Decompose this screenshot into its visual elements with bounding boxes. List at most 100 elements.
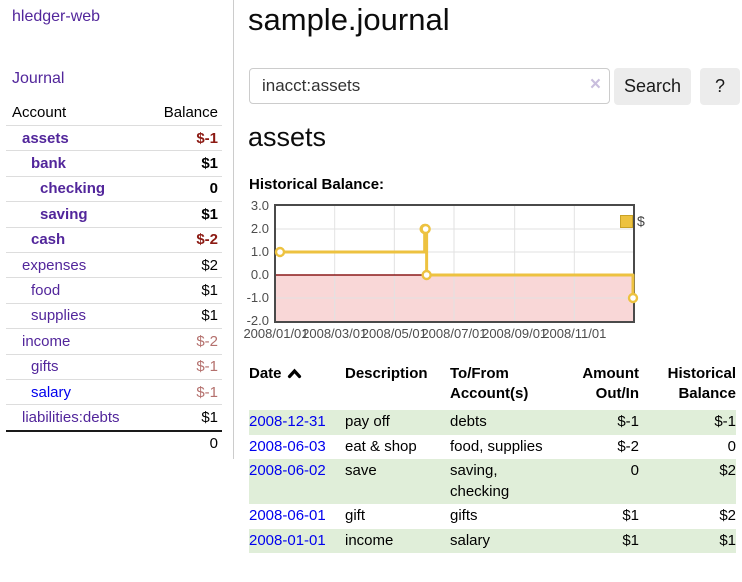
transaction-date-link[interactable]: 2008-01-01: [249, 531, 326, 549]
search-input[interactable]: [249, 68, 610, 104]
legend-label: $: [637, 213, 645, 229]
account-link[interactable]: income: [22, 332, 71, 350]
y-tick-label: -1.0: [246, 290, 269, 305]
column-header-date[interactable]: Date: [249, 364, 345, 410]
chart-legend: $: [620, 213, 645, 229]
y-tick-label: 3.0: [250, 198, 269, 213]
search-form: ×: [249, 68, 610, 104]
column-header-to/from-account(s): To/From Account(s): [450, 365, 529, 402]
account-link[interactable]: liabilities:debts: [22, 408, 120, 426]
account-balance: $1: [201, 408, 218, 426]
transaction-date-link[interactable]: 2008-06-03: [249, 437, 326, 455]
account-balance: $2: [201, 256, 218, 274]
register-table: Date Description To/From Account(s) Amount Ou…: [249, 364, 736, 553]
account-link[interactable]: food: [31, 282, 61, 300]
transaction-date-cell: 2008-06-03: [249, 435, 345, 460]
account-row: cash $-2: [6, 228, 222, 253]
transaction-description-cell: income: [345, 528, 450, 553]
transaction-amount-cell: 0: [550, 459, 639, 504]
account-balance: 0: [209, 180, 218, 198]
transaction-row: 2008-06-03 eat & shop food, supplies $-2 0: [249, 435, 736, 460]
transaction-balance-cell: 0: [727, 437, 736, 455]
account-link[interactable]: gifts: [31, 358, 59, 376]
account-balance: $-2: [196, 231, 218, 249]
balance-column-header: Balance: [163, 103, 218, 121]
transaction-date-cell: 2008-06-02: [249, 459, 345, 504]
transaction-accounts-cell: gifts: [450, 507, 478, 524]
sidebar-divider: [233, 0, 234, 459]
x-tick-label: 2008/05/01: [361, 326, 427, 341]
data-point: [627, 292, 639, 304]
account-link[interactable]: expenses: [22, 256, 87, 274]
transaction-row: 2008-06-02 save saving, checking 0 $2: [249, 459, 736, 504]
transaction-accounts-cell: salary: [450, 528, 550, 553]
account-row: expenses $2: [6, 253, 222, 279]
page-title: sample.journal: [248, 2, 450, 37]
transaction-balance-cell: $2: [639, 459, 736, 504]
data-point: [421, 269, 432, 281]
account-link[interactable]: checking: [40, 180, 106, 198]
search-help-button[interactable]: ?: [700, 68, 740, 105]
x-tick-label: 2008/03/01: [302, 326, 368, 341]
transaction-description-cell: gift: [345, 507, 366, 524]
total-balance: 0: [209, 435, 218, 453]
account-heading: assets: [248, 122, 327, 152]
total-balance-row: 0: [6, 432, 222, 456]
account-link[interactable]: salary: [31, 383, 72, 401]
account-row: supplies $1: [6, 304, 222, 330]
x-tick-label: 2008/11/01: [542, 326, 607, 341]
sort-ascending-icon: [287, 368, 301, 379]
y-tick-label: -2.0: [246, 313, 269, 328]
account-balance: $1: [201, 155, 218, 173]
account-balance: $1: [201, 205, 218, 223]
chart-plot-area[interactable]: $: [274, 204, 645, 323]
x-tick-label: 2008/09/01: [482, 326, 548, 341]
transaction-balance-cell: $2: [719, 507, 736, 524]
account-link[interactable]: saving: [40, 205, 88, 223]
account-link[interactable]: bank: [31, 155, 67, 173]
transaction-row: 2008-06-01 gift gifts $1 $2: [249, 504, 736, 529]
account-row: bank $1: [6, 151, 222, 177]
brand-link[interactable]: hledger-web: [12, 8, 101, 25]
historical-balance-chart: 3.0 2.0 1.0 0.0 -1.0 -2.0 $ 2008/01/01 2008/03…: [238, 198, 718, 344]
transaction-date-link[interactable]: 2008-12-31: [249, 413, 326, 430]
account-row: salary $-1: [6, 380, 222, 406]
account-link[interactable]: cash: [31, 231, 66, 249]
y-tick-label: 2.0: [250, 221, 269, 236]
account-balance-table: Account Balance assets $-1 bank $1 checking 0…: [6, 99, 222, 456]
account-link[interactable]: assets: [22, 129, 69, 147]
column-header-description: Description: [345, 365, 428, 382]
transaction-description-cell: eat & shop: [345, 437, 417, 455]
search-button[interactable]: Search: [614, 68, 691, 105]
account-row: assets $-1: [6, 126, 222, 152]
account-row: income $-2: [6, 329, 222, 355]
data-point: [274, 246, 286, 258]
transaction-amount-cell: $1: [622, 507, 639, 524]
transaction-row: 2008-01-01 income salary $1 $1: [249, 528, 736, 553]
transaction-date-cell: 2008-12-31: [249, 410, 345, 435]
transaction-date-cell: 2008-01-01: [249, 528, 345, 553]
account-column-header: Account: [12, 103, 67, 121]
transaction-description-cell: pay off: [345, 410, 450, 435]
account-row: checking 0: [6, 177, 222, 203]
transaction-amount-cell: $1: [550, 528, 639, 553]
account-row: food $1: [6, 278, 222, 304]
account-balance: $-1: [196, 383, 218, 401]
y-tick-label: 1.0: [250, 244, 269, 259]
column-header-historical-balance: Historical Balance: [667, 365, 736, 402]
account-balance: $1: [201, 307, 218, 325]
transaction-accounts-cell: debts: [450, 410, 550, 435]
x-tick-label: 2008/07/01: [421, 326, 487, 341]
column-header-amount-out/in: Amount Out/In: [582, 365, 639, 402]
transaction-date-link[interactable]: 2008-06-01: [249, 507, 326, 524]
transaction-accounts-cell: saving, checking: [450, 459, 550, 504]
account-link[interactable]: supplies: [31, 307, 87, 325]
transaction-amount-cell: $-1: [550, 410, 639, 435]
account-table-header: Account Balance: [6, 99, 222, 126]
sidebar-item-journal[interactable]: Journal: [12, 70, 65, 87]
account-balance: $-1: [196, 358, 218, 376]
clear-search-icon[interactable]: ×: [589, 74, 601, 95]
transaction-balance-cell: $-1: [639, 410, 736, 435]
transaction-date-link[interactable]: 2008-06-02: [249, 462, 326, 479]
transaction-balance-cell: $1: [639, 528, 736, 553]
